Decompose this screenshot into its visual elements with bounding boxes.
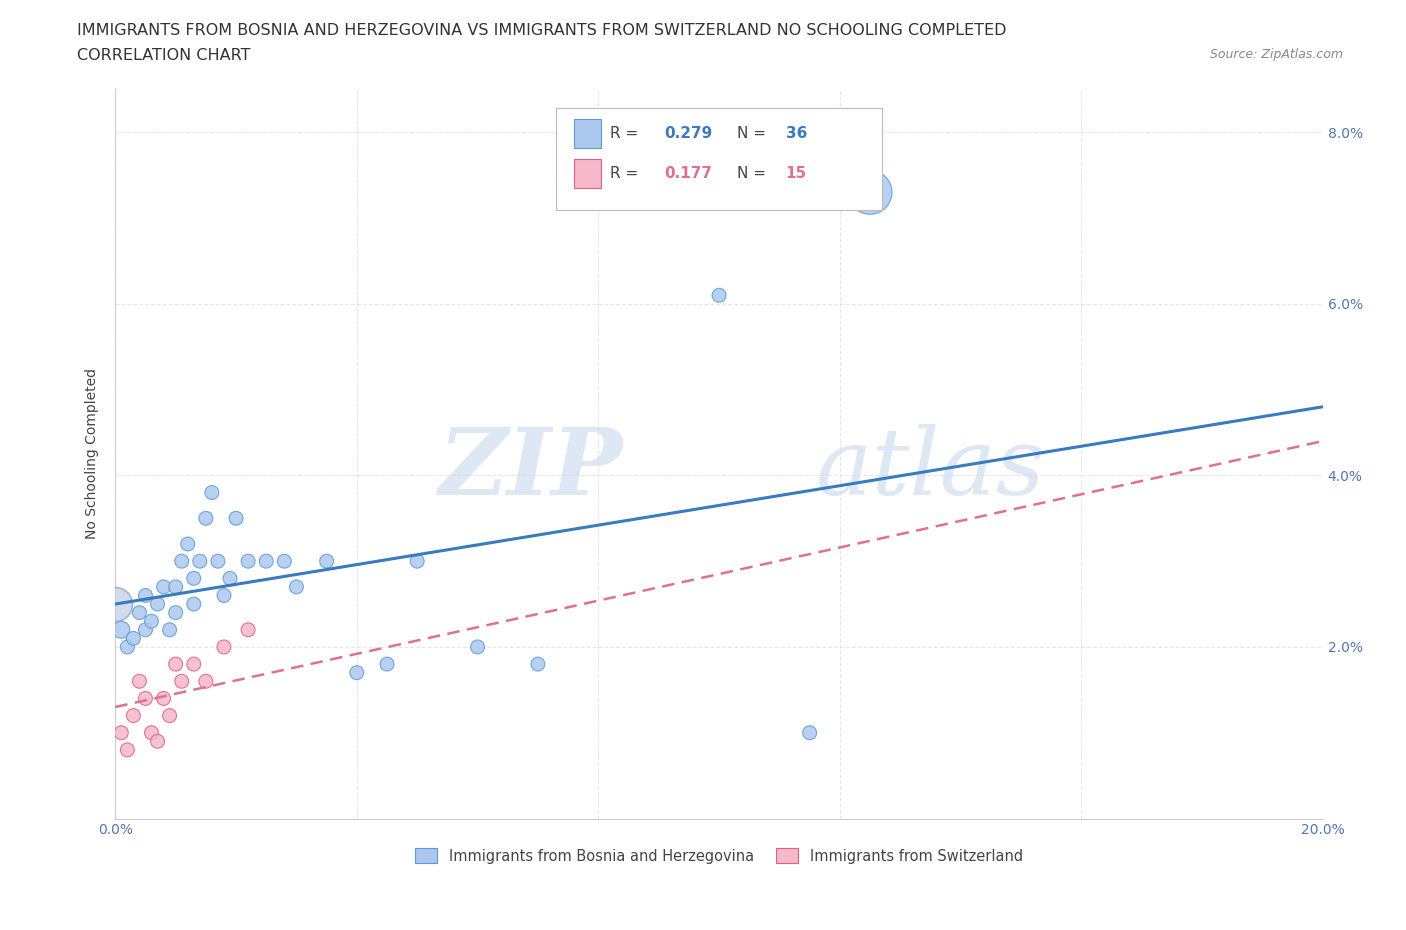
Point	[141, 614, 163, 629]
Point	[273, 553, 295, 568]
Point	[194, 674, 217, 689]
Point	[194, 511, 217, 525]
Point	[212, 588, 235, 603]
Point	[152, 579, 174, 594]
Point	[152, 691, 174, 706]
Text: ZIP: ZIP	[439, 423, 623, 513]
Text: CORRELATION CHART: CORRELATION CHART	[77, 48, 250, 63]
Text: R =: R =	[610, 166, 644, 180]
Point	[165, 657, 187, 671]
Point	[183, 571, 205, 586]
Point	[212, 640, 235, 655]
Text: R =: R =	[610, 126, 644, 140]
Point	[236, 553, 259, 568]
Point	[406, 553, 429, 568]
Point	[219, 571, 242, 586]
Text: N =: N =	[737, 126, 770, 140]
Text: N =: N =	[737, 166, 770, 180]
Text: Source: ZipAtlas.com: Source: ZipAtlas.com	[1209, 48, 1343, 61]
Point	[141, 725, 163, 740]
Point	[117, 742, 139, 757]
FancyBboxPatch shape	[574, 118, 600, 148]
Point	[104, 597, 127, 612]
Text: 15: 15	[786, 166, 807, 180]
Point	[117, 640, 139, 655]
Point	[799, 725, 821, 740]
Point	[201, 485, 224, 500]
Point	[315, 553, 337, 568]
Point	[254, 553, 277, 568]
Point	[177, 537, 200, 551]
Point	[170, 674, 193, 689]
Point	[170, 553, 193, 568]
Text: atlas: atlas	[815, 423, 1045, 513]
Point	[146, 597, 169, 612]
Point	[159, 708, 181, 723]
Text: 36: 36	[786, 126, 807, 140]
Point	[128, 605, 150, 620]
Point	[225, 511, 247, 525]
Text: IMMIGRANTS FROM BOSNIA AND HERZEGOVINA VS IMMIGRANTS FROM SWITZERLAND NO SCHOOLI: IMMIGRANTS FROM BOSNIA AND HERZEGOVINA V…	[77, 23, 1007, 38]
Point	[165, 579, 187, 594]
Point	[285, 579, 308, 594]
Point	[527, 657, 550, 671]
Point	[707, 287, 730, 302]
Point	[122, 708, 145, 723]
Point	[128, 674, 150, 689]
Point	[122, 631, 145, 645]
FancyBboxPatch shape	[555, 108, 882, 209]
Point	[207, 553, 229, 568]
Point	[188, 553, 211, 568]
Point	[183, 657, 205, 671]
Point	[159, 622, 181, 637]
Point	[134, 588, 156, 603]
Point	[134, 691, 156, 706]
Point	[346, 665, 368, 680]
Point	[134, 622, 156, 637]
Y-axis label: No Schooling Completed: No Schooling Completed	[86, 368, 100, 539]
Point	[146, 734, 169, 749]
Point	[110, 725, 132, 740]
Text: 0.279: 0.279	[665, 126, 713, 140]
FancyBboxPatch shape	[574, 159, 600, 188]
Legend: Immigrants from Bosnia and Herzegovina, Immigrants from Switzerland: Immigrants from Bosnia and Herzegovina, …	[409, 843, 1029, 870]
Point	[183, 597, 205, 612]
Point	[375, 657, 398, 671]
Point	[236, 622, 259, 637]
Text: 0.177: 0.177	[665, 166, 713, 180]
Point	[165, 605, 187, 620]
Point	[467, 640, 489, 655]
Point	[110, 622, 132, 637]
Point	[859, 185, 882, 200]
